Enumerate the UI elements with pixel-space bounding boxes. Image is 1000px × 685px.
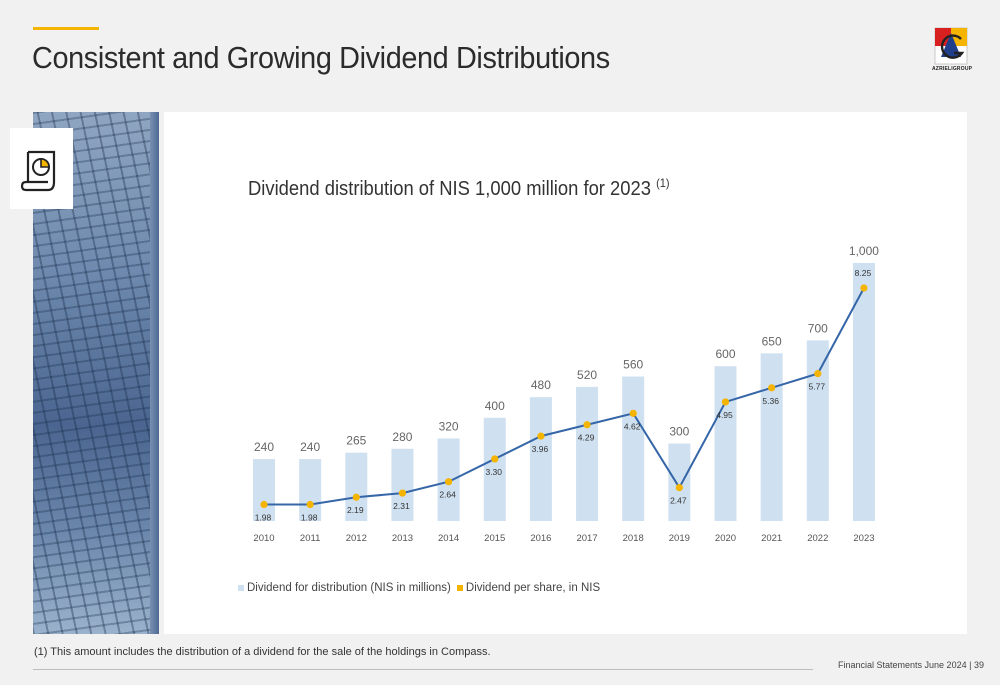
- chart-panel: [164, 112, 967, 634]
- legend-label-bars: Dividend for distribution (NIS in millio…: [247, 582, 451, 594]
- line-label-2023: 8.25: [855, 268, 872, 278]
- line-point-2023: [860, 284, 868, 292]
- line-point-2011: [306, 500, 314, 509]
- azrieli-logo-icon: [934, 27, 968, 65]
- footer-divider: [33, 669, 813, 670]
- line-label-2017: 4.29: [578, 433, 595, 443]
- building-photo-edge: [150, 112, 159, 634]
- line-label-2010: 1.98: [255, 513, 272, 523]
- line-label-2019: 2.47: [670, 496, 687, 506]
- x-tick-2020: 2020: [715, 533, 736, 544]
- bar-2010: [253, 459, 275, 521]
- line-label-2014: 2.64: [439, 490, 456, 500]
- x-tick-2023: 2023: [853, 533, 874, 544]
- line-label-2022: 5.77: [809, 382, 826, 392]
- legend-item-bars: Dividend for distribution (NIS in millio…: [238, 582, 451, 594]
- legend-label-line: Dividend per share, in NIS: [465, 582, 601, 594]
- bar-label-2023: 1,000: [849, 244, 879, 258]
- bar-2011: [299, 459, 322, 521]
- line-point-2014: [445, 478, 453, 486]
- x-tick-2013: 2013: [392, 533, 413, 544]
- x-tick-2012: 2012: [346, 533, 367, 544]
- line-label-2018: 4.62: [624, 421, 641, 431]
- bar-2018: [622, 376, 645, 521]
- line-point-2020: [721, 398, 730, 406]
- footer-separator: |: [969, 660, 972, 670]
- x-tick-2017: 2017: [576, 533, 597, 544]
- bar-2016: [529, 397, 552, 521]
- legend-item-line: Dividend per share, in NIS: [456, 582, 601, 594]
- page-number: 39: [973, 660, 984, 670]
- bar-label-2011: 240: [300, 440, 320, 454]
- bar-label-2021: 650: [762, 334, 782, 348]
- line-point-2022: [814, 370, 822, 378]
- logo-text: AZRIELIGROUP: [932, 66, 973, 72]
- chart-legend: Dividend for distribution (NIS in millio…: [238, 582, 606, 594]
- bar-2021: [760, 353, 783, 521]
- bar-label-2012: 265: [346, 434, 366, 448]
- bar-label-2019: 300: [669, 425, 689, 439]
- line-point-2015: [491, 455, 499, 463]
- bar-2015: [483, 417, 506, 521]
- dividend-per-share-line: [264, 287, 865, 506]
- line-point-2019: [675, 483, 683, 492]
- bar-label-2013: 280: [392, 430, 412, 444]
- report-chart-icon: [20, 150, 56, 192]
- bar-2013: [391, 448, 414, 521]
- page-title: Consistent and Growing Dividend Distribu…: [32, 40, 610, 75]
- bar-2012: [345, 452, 368, 521]
- line-label-2012: 2.19: [347, 505, 364, 515]
- x-tick-2022: 2022: [807, 533, 828, 544]
- line-label-2021: 5.36: [762, 396, 779, 406]
- legend-swatch-bars: [238, 585, 244, 591]
- line-label-2020: 4.95: [716, 410, 733, 420]
- report-icon-tile: [10, 128, 73, 209]
- line-point-2013: [398, 489, 407, 497]
- line-point-2016: [537, 432, 545, 440]
- line-label-2013: 2.31: [393, 501, 410, 511]
- bar-label-2016: 480: [531, 378, 551, 392]
- chart-title: Dividend distribution of NIS 1,000 milli…: [248, 176, 670, 201]
- x-tick-2016: 2016: [530, 533, 551, 544]
- bar-2022: [806, 340, 829, 521]
- x-tick-2018: 2018: [623, 533, 644, 544]
- x-tick-2021: 2021: [761, 533, 782, 544]
- line-point-2017: [583, 421, 591, 429]
- footnote: (1) This amount includes the distributio…: [34, 646, 491, 658]
- footer: Financial Statements June 2024 | 39: [838, 660, 984, 670]
- x-tick-2015: 2015: [484, 533, 505, 544]
- bar-label-2018: 560: [623, 358, 643, 372]
- x-tick-2011: 2011: [300, 533, 320, 544]
- bar-2017: [576, 386, 599, 521]
- bar-2020: [714, 366, 737, 521]
- line-label-2015: 3.30: [485, 467, 502, 477]
- bar-label-2017: 520: [577, 368, 597, 382]
- bar-2023: [852, 263, 875, 521]
- chart-title-note: (1): [656, 176, 670, 190]
- x-tick-2019: 2019: [669, 533, 690, 544]
- bar-label-2010: 240: [254, 440, 274, 454]
- bar-label-2020: 600: [715, 347, 735, 361]
- bar-label-2022: 700: [808, 321, 828, 335]
- line-point-2018: [629, 409, 637, 417]
- bar-label-2014: 320: [439, 419, 459, 433]
- line-point-2021: [768, 384, 776, 392]
- line-point-2010: [260, 500, 268, 509]
- bar-2019: [668, 443, 691, 521]
- line-point-2012: [352, 493, 360, 501]
- title-accent-bar: [33, 27, 99, 30]
- chart-title-text: Dividend distribution of NIS 1,000 milli…: [248, 178, 651, 200]
- line-label-2011: 1.98: [301, 513, 318, 523]
- legend-swatch-line: [456, 585, 463, 591]
- line-label-2016: 3.96: [532, 444, 549, 454]
- bar-label-2015: 400: [485, 399, 505, 413]
- footer-label: Financial Statements June 2024: [838, 660, 967, 670]
- x-tick-2014: 2014: [438, 533, 459, 544]
- x-tick-2010: 2010: [253, 533, 274, 544]
